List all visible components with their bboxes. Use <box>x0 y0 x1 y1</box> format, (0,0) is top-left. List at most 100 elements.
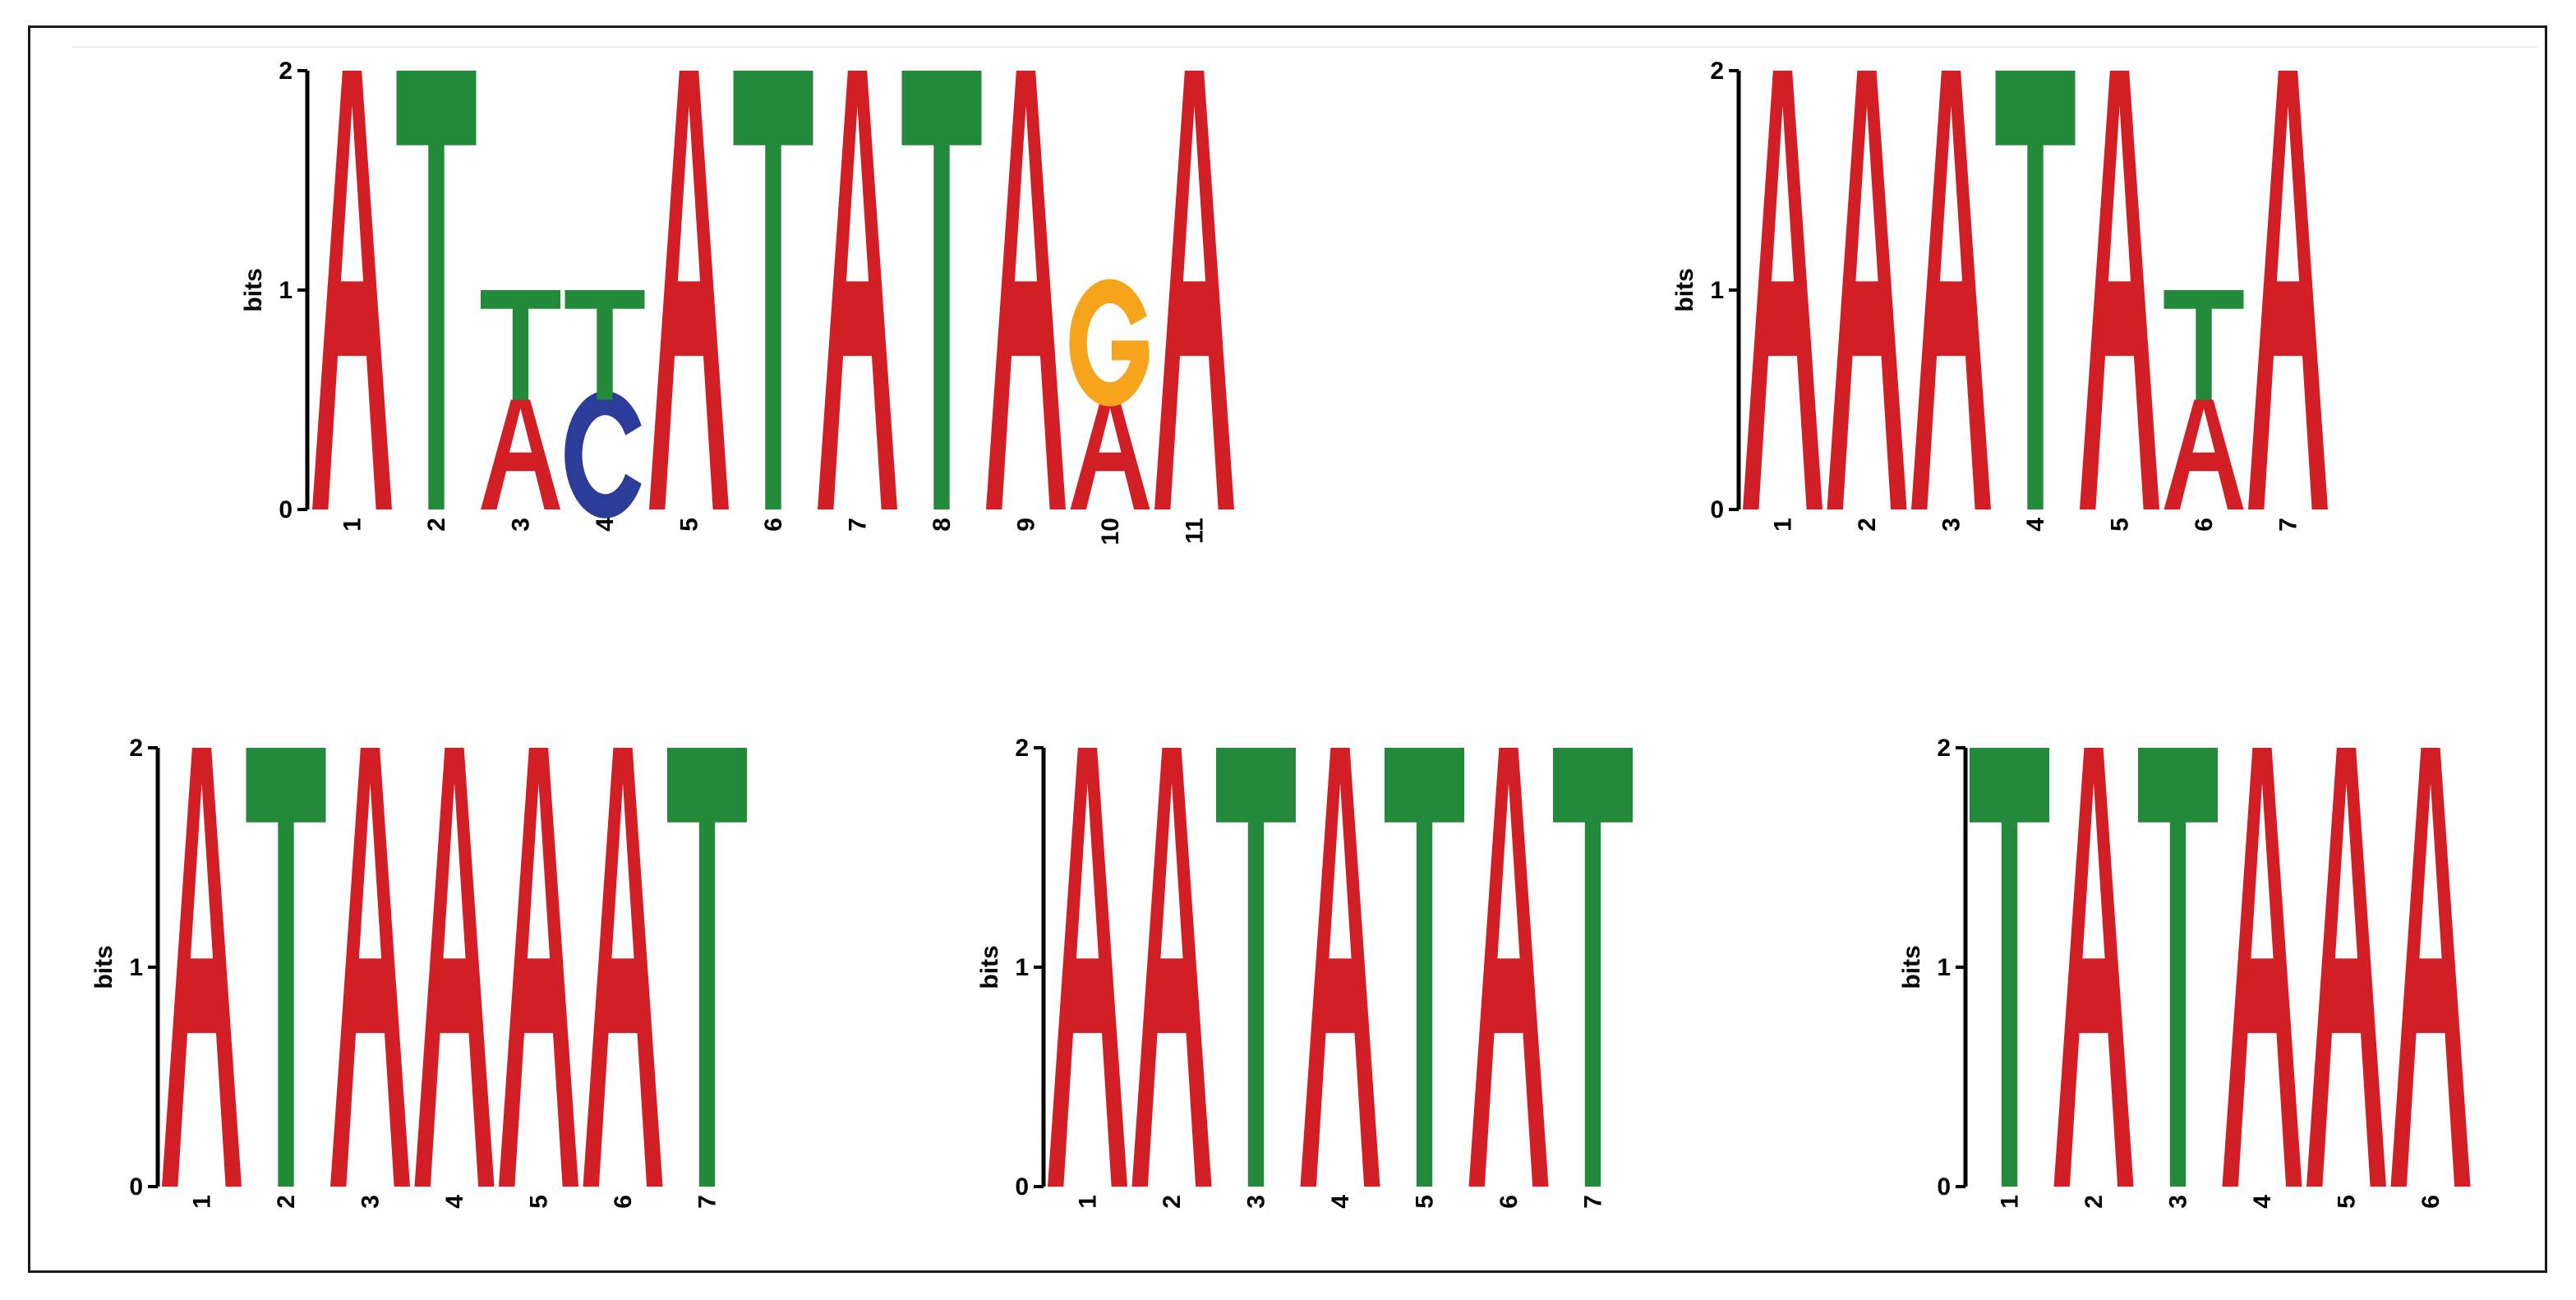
x-tick-label: 1 <box>1997 1195 2024 1209</box>
logo-letter-a <box>1048 748 1127 1187</box>
logo-letter-a <box>2390 748 2471 1187</box>
y-axis-label: bits <box>240 268 267 311</box>
logo-letter-a <box>2306 748 2386 1187</box>
logo-letter-a <box>2080 71 2159 509</box>
y-tick-label: 1 <box>279 277 293 304</box>
logo-letter-t <box>1385 748 1464 1187</box>
x-tick-label: 4 <box>2022 518 2049 532</box>
x-tick-label: 4 <box>441 1195 468 1209</box>
logo-letter-a <box>1911 71 1991 509</box>
y-tick-label: 1 <box>1015 954 1029 981</box>
y-tick-label: 0 <box>129 1173 143 1201</box>
y-tick-label: 2 <box>1015 735 1029 762</box>
figure-frame <box>28 25 2547 1273</box>
logo-letter-a <box>2164 399 2244 509</box>
x-tick-label: 3 <box>1243 1195 1270 1209</box>
x-tick-label: 5 <box>676 518 703 532</box>
x-tick-label: 5 <box>1412 1195 1439 1209</box>
y-tick-label: 1 <box>1937 954 1951 981</box>
x-tick-label: 7 <box>694 1195 721 1209</box>
logo-letter-t <box>2164 290 2244 400</box>
logo-letter-t <box>246 748 326 1187</box>
logo-letter-a <box>1743 71 1823 509</box>
x-tick-label: 8 <box>929 518 956 532</box>
logo-letter-t <box>1216 748 1296 1187</box>
logo-letter-a <box>986 71 1066 509</box>
logo-letter-a <box>1070 399 1150 509</box>
x-tick-label: 7 <box>845 518 872 532</box>
logo-letter-t <box>1995 71 2076 509</box>
y-tick-label: 0 <box>1015 1173 1029 1201</box>
y-axis-label: bits <box>1898 945 1925 989</box>
x-tick-label: 10 <box>1097 518 1124 545</box>
logo-letter-c <box>565 390 642 519</box>
x-tick-label: 7 <box>1580 1195 1607 1209</box>
logo-letter-t <box>667 748 747 1187</box>
logo-letter-a <box>1154 71 1234 509</box>
logo-letter-t <box>481 290 560 400</box>
logo-letter-a <box>499 748 578 1187</box>
x-tick-label: 9 <box>1013 518 1040 532</box>
logo-letter-a <box>649 71 729 509</box>
logo-letter-a <box>818 71 897 509</box>
y-tick-label: 0 <box>279 496 293 523</box>
x-tick-label: 6 <box>2417 1195 2445 1209</box>
y-tick-label: 2 <box>1710 58 1724 85</box>
logo-letter-t <box>1553 748 1633 1187</box>
y-tick-label: 2 <box>279 58 293 85</box>
x-tick-label: 2 <box>2081 1195 2108 1209</box>
x-tick-label: 2 <box>1854 518 1881 532</box>
x-tick-label: 4 <box>592 518 619 532</box>
x-tick-label: 3 <box>1938 518 1965 532</box>
logo-letter-a <box>414 748 495 1187</box>
x-tick-label: 4 <box>2249 1195 2276 1209</box>
x-tick-label: 4 <box>1327 1195 1354 1209</box>
x-tick-label: 1 <box>1770 518 1797 532</box>
x-tick-label: 1 <box>339 518 366 532</box>
logo-letter-t <box>565 290 645 400</box>
x-tick-label: 7 <box>2275 518 2302 532</box>
x-tick-label: 6 <box>1495 1195 1523 1209</box>
logo-letter-t <box>733 71 813 509</box>
logo-letter-a <box>162 748 242 1187</box>
logo-letter-g <box>1069 279 1150 407</box>
x-tick-label: 5 <box>2334 1195 2361 1209</box>
logo-letter-a <box>1468 748 1549 1187</box>
logo-letter-a <box>330 748 410 1187</box>
x-tick-label: 2 <box>273 1195 300 1209</box>
x-tick-label: 3 <box>357 1195 385 1209</box>
y-axis-label: bits <box>90 945 118 989</box>
logo-letter-a <box>2222 748 2302 1187</box>
logo-letter-t <box>1970 748 2049 1187</box>
logo-letter-t <box>901 71 982 509</box>
x-tick-label: 3 <box>508 518 535 532</box>
logo-letter-t <box>396 71 477 509</box>
x-tick-label: 11 <box>1182 518 1209 544</box>
x-tick-label: 3 <box>2165 1195 2192 1209</box>
x-tick-label: 5 <box>526 1195 553 1209</box>
x-tick-label: 5 <box>2107 518 2134 532</box>
logo-letter-a <box>2053 748 2134 1187</box>
y-tick-label: 0 <box>1710 496 1724 523</box>
top-rule <box>72 46 2537 48</box>
y-tick-label: 0 <box>1937 1173 1951 1201</box>
logo-letter-a <box>583 748 663 1187</box>
y-tick-label: 1 <box>1710 277 1724 304</box>
y-tick-label: 2 <box>129 735 143 762</box>
logo-letter-t <box>2138 748 2218 1187</box>
y-tick-label: 2 <box>1937 735 1951 762</box>
x-tick-label: 1 <box>1075 1195 1102 1209</box>
x-tick-label: 6 <box>2191 518 2218 532</box>
x-tick-label: 6 <box>610 1195 637 1209</box>
x-tick-label: 1 <box>189 1195 216 1209</box>
logo-letter-a <box>1300 748 1380 1187</box>
logo-letter-a <box>312 71 392 509</box>
logo-letter-a <box>1827 71 1907 509</box>
x-tick-label: 6 <box>760 518 787 532</box>
logo-letter-a <box>481 399 560 509</box>
x-tick-label: 2 <box>1159 1195 1186 1209</box>
